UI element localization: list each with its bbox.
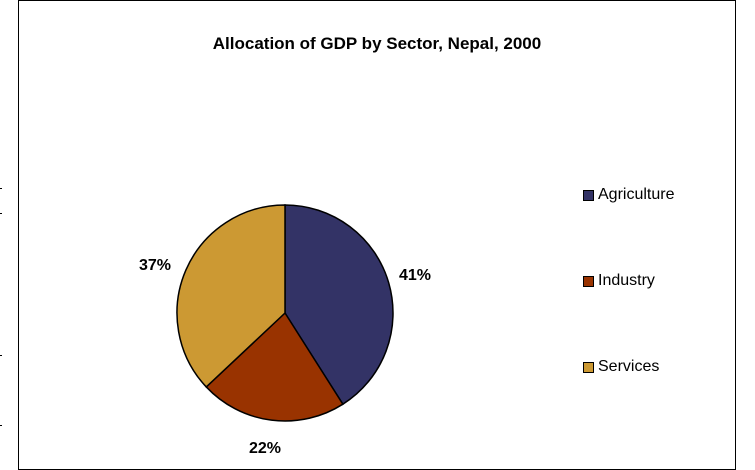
pie-data-labels: 41% 22% 37%: [139, 257, 431, 455]
edge-tick: [0, 425, 2, 426]
legend-label-agriculture: Agriculture: [598, 186, 675, 203]
data-label-agriculture: 41%: [399, 267, 431, 284]
legend-swatch-industry: [583, 275, 594, 287]
data-label-services: 37%: [139, 257, 171, 274]
chart-title: Allocation of GDP by Sector, Nepal, 2000: [212, 34, 542, 53]
legend-label-industry: Industry: [598, 272, 655, 289]
left-edge-ticks: [0, 0, 6, 455]
pie-slices: [176, 204, 394, 422]
pie-slice-services: [176, 204, 286, 388]
legend-item-agriculture: Agriculture: [583, 186, 674, 204]
legend-swatch-services: [583, 361, 594, 373]
legend-swatch-agriculture: [583, 189, 594, 201]
edge-tick: [0, 188, 2, 189]
pie-chart: 41% 22% 37%: [139, 204, 431, 455]
pie-slice-industry: [205, 311, 344, 422]
legend-item-industry: Industry: [583, 272, 655, 290]
data-label-industry: 22%: [249, 440, 281, 455]
edge-tick: [0, 355, 2, 356]
legend-label-services: Services: [598, 358, 660, 375]
edge-tick: [0, 213, 2, 214]
legend-item-services: Services: [583, 358, 659, 376]
